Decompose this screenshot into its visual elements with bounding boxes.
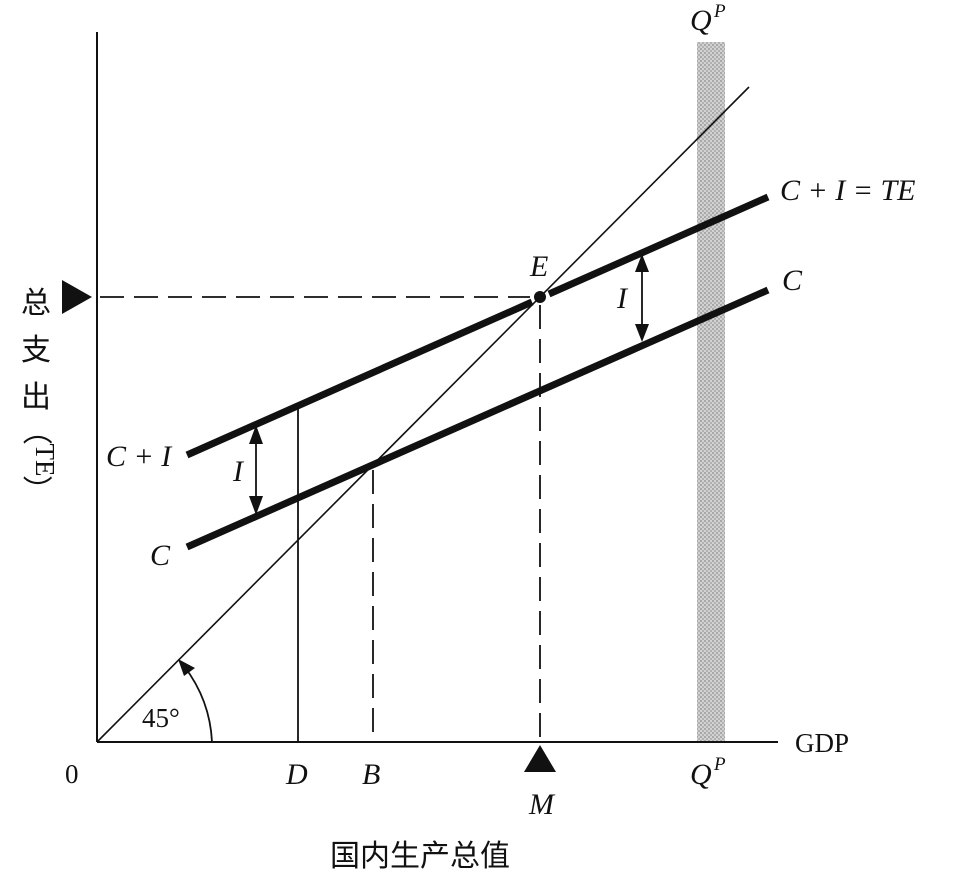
d-label: D xyxy=(285,758,308,791)
equilibrium-label: E xyxy=(529,250,548,283)
investment-label-right: I xyxy=(616,282,629,315)
potential-output-superscript-top: P xyxy=(713,1,726,22)
total-expenditure-label: C + I = TE xyxy=(780,174,916,207)
m-label: M xyxy=(528,788,556,821)
consumption-label-right: C xyxy=(782,264,803,297)
equilibrium-point xyxy=(534,291,546,303)
origin-label: 0 xyxy=(65,759,79,789)
b-label: B xyxy=(362,758,380,791)
potential-output-label-bottom: Q xyxy=(690,758,712,791)
total-expenditure-line-left xyxy=(185,298,534,459)
investment-label-left: I xyxy=(232,455,245,488)
consumption-line xyxy=(185,286,770,551)
y-axis-title-char-3: 出 xyxy=(21,380,51,415)
investment-arrow-left-head-bottom xyxy=(249,496,263,515)
y-axis-title-char-4: （ xyxy=(18,415,53,445)
potential-output-label-top: Q xyxy=(690,4,712,37)
potential-output-band xyxy=(697,42,725,742)
investment-arrow-right-head-top xyxy=(635,254,649,272)
total-expenditure-label-left: C + I xyxy=(106,440,173,473)
potential-output-superscript-bottom: P xyxy=(713,754,726,775)
investment-arrow-right-head-bottom xyxy=(635,324,649,342)
total-expenditure-line-right xyxy=(547,193,770,298)
forty-five-degree-line xyxy=(96,86,750,743)
equilibrium-output-marker xyxy=(524,745,556,772)
y-axis-title-char-6: ） xyxy=(18,475,53,505)
y-axis-title-char-2: 支 xyxy=(21,333,51,368)
total-expenditure-marker xyxy=(62,280,92,314)
y-axis-title-char-5: TE xyxy=(30,444,60,477)
angle-arc xyxy=(183,665,213,743)
x-axis-title: 国内生产总值 xyxy=(330,839,510,874)
consumption-label-left: C xyxy=(150,539,171,572)
angle-label: 45° xyxy=(142,703,180,733)
y-axis-title-char-1: 总 xyxy=(21,286,51,321)
angle-arc-arrowhead xyxy=(178,659,195,676)
x-axis-label: GDP xyxy=(795,728,849,758)
investment-arrow-left-head-top xyxy=(249,425,263,444)
